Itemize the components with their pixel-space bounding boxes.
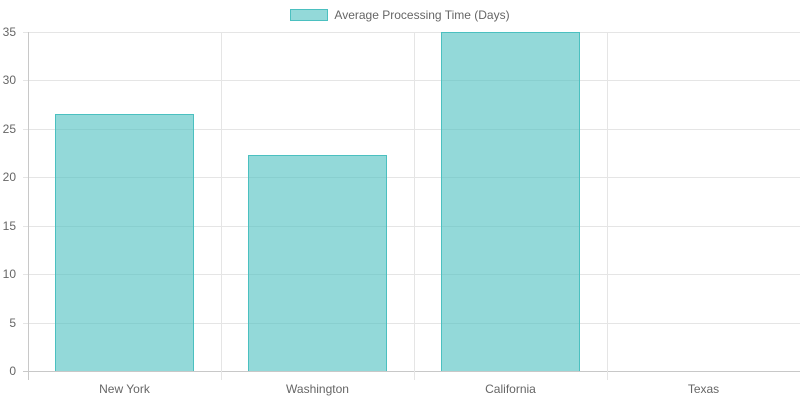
gridline — [23, 177, 800, 178]
x-tick: Washington — [286, 382, 349, 396]
gridline — [607, 32, 608, 380]
y-tick: 0 — [9, 364, 16, 378]
x-axis-line — [23, 371, 800, 372]
gridline — [221, 32, 222, 380]
chart-legend: Average Processing Time (Days) — [0, 8, 800, 22]
bar-california[interactable] — [441, 32, 580, 371]
gridline — [23, 80, 800, 81]
legend-label[interactable]: Average Processing Time (Days) — [334, 8, 510, 22]
gridline — [23, 129, 800, 130]
gridline — [414, 32, 415, 380]
gridline — [23, 32, 800, 33]
bar-new-york[interactable] — [55, 114, 194, 371]
legend-swatch[interactable] — [290, 9, 329, 21]
y-tick: 15 — [2, 219, 16, 233]
y-tick: 25 — [2, 122, 16, 136]
y-tick: 30 — [2, 73, 16, 87]
y-tick: 20 — [2, 170, 16, 184]
x-tick: California — [485, 382, 536, 396]
y-tick: 35 — [2, 25, 16, 39]
plot-area — [23, 32, 800, 380]
y-tick: 10 — [2, 267, 16, 281]
y-axis-line — [28, 32, 29, 380]
gridline — [23, 226, 800, 227]
x-tick: New York — [99, 382, 150, 396]
y-tick: 5 — [9, 316, 16, 330]
gridline — [23, 274, 800, 275]
gridline — [23, 323, 800, 324]
x-tick: Texas — [687, 382, 720, 396]
bar-washington[interactable] — [248, 155, 387, 371]
